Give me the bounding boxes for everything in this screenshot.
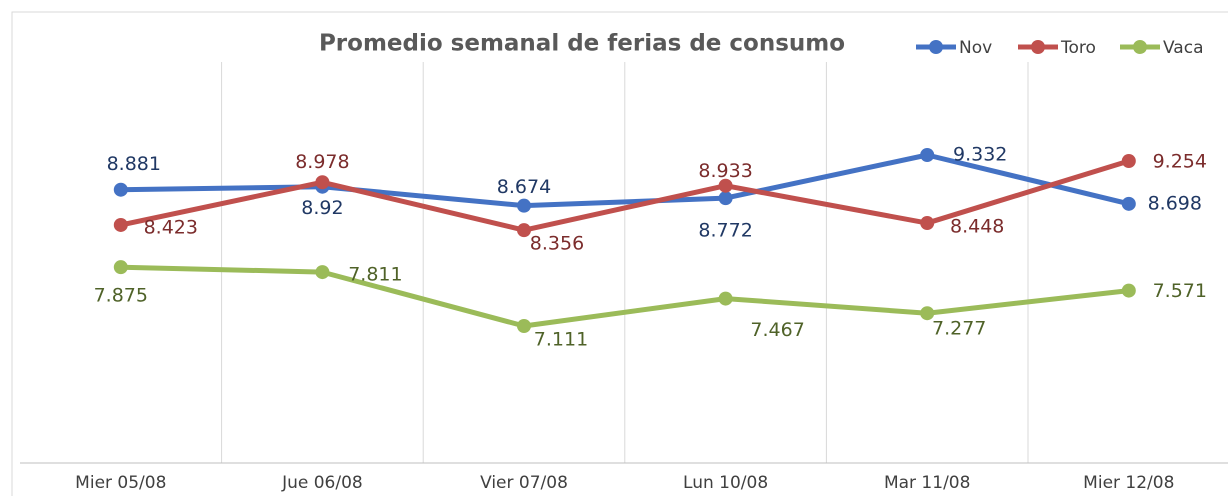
- data-point: [920, 216, 934, 230]
- data-label: 8.933: [698, 160, 752, 182]
- data-point: [719, 191, 733, 205]
- data-label: 8.772: [698, 220, 752, 242]
- chart-title: Promedio semanal de ferias de consumo: [319, 31, 845, 57]
- data-point: [114, 183, 128, 197]
- data-label: 8.423: [144, 216, 198, 238]
- data-point: [517, 319, 531, 333]
- data-label: 8.698: [1148, 192, 1202, 214]
- legend-marker: [929, 40, 943, 54]
- data-point: [517, 199, 531, 213]
- data-point: [1122, 197, 1136, 211]
- data-label: 7.571: [1153, 280, 1207, 302]
- x-tick-label: Mier 12/08: [1083, 473, 1174, 493]
- x-tick-label: Jue 06/08: [281, 473, 363, 493]
- legend-marker: [1031, 40, 1045, 54]
- data-point: [719, 292, 733, 306]
- legend-label: Nov: [959, 38, 992, 58]
- data-label: 7.811: [348, 264, 402, 286]
- data-point: [114, 260, 128, 274]
- data-point: [1122, 154, 1136, 168]
- data-point: [114, 218, 128, 232]
- x-tick-label: Mar 11/08: [884, 473, 970, 493]
- x-tick-label: Vier 07/08: [480, 473, 568, 493]
- data-point: [315, 265, 329, 279]
- legend-marker: [1133, 40, 1147, 54]
- data-label: 8.674: [497, 176, 551, 198]
- data-label: 7.277: [932, 318, 986, 340]
- chart-frame: [12, 12, 1228, 496]
- data-point: [315, 175, 329, 189]
- data-label: 7.875: [94, 285, 148, 307]
- data-label: 7.467: [750, 319, 804, 341]
- legend-label: Vaca: [1163, 38, 1204, 58]
- legend-label: Toro: [1060, 38, 1096, 58]
- x-tick-label: Mier 05/08: [75, 473, 166, 493]
- data-label: 8.448: [950, 216, 1004, 238]
- data-label: 8.978: [295, 151, 349, 173]
- data-label: 8.881: [107, 153, 161, 175]
- chart: Promedio semanal de ferias de consumo Mi…: [0, 0, 1228, 496]
- data-label: 9.332: [953, 144, 1007, 166]
- x-tick-label: Lun 10/08: [683, 473, 768, 493]
- data-point: [920, 148, 934, 162]
- data-point: [1122, 284, 1136, 298]
- data-label: 8.356: [530, 233, 584, 255]
- data-label: 8.92: [301, 197, 343, 219]
- data-label: 9.254: [1153, 151, 1207, 173]
- data-label: 7.111: [534, 329, 588, 351]
